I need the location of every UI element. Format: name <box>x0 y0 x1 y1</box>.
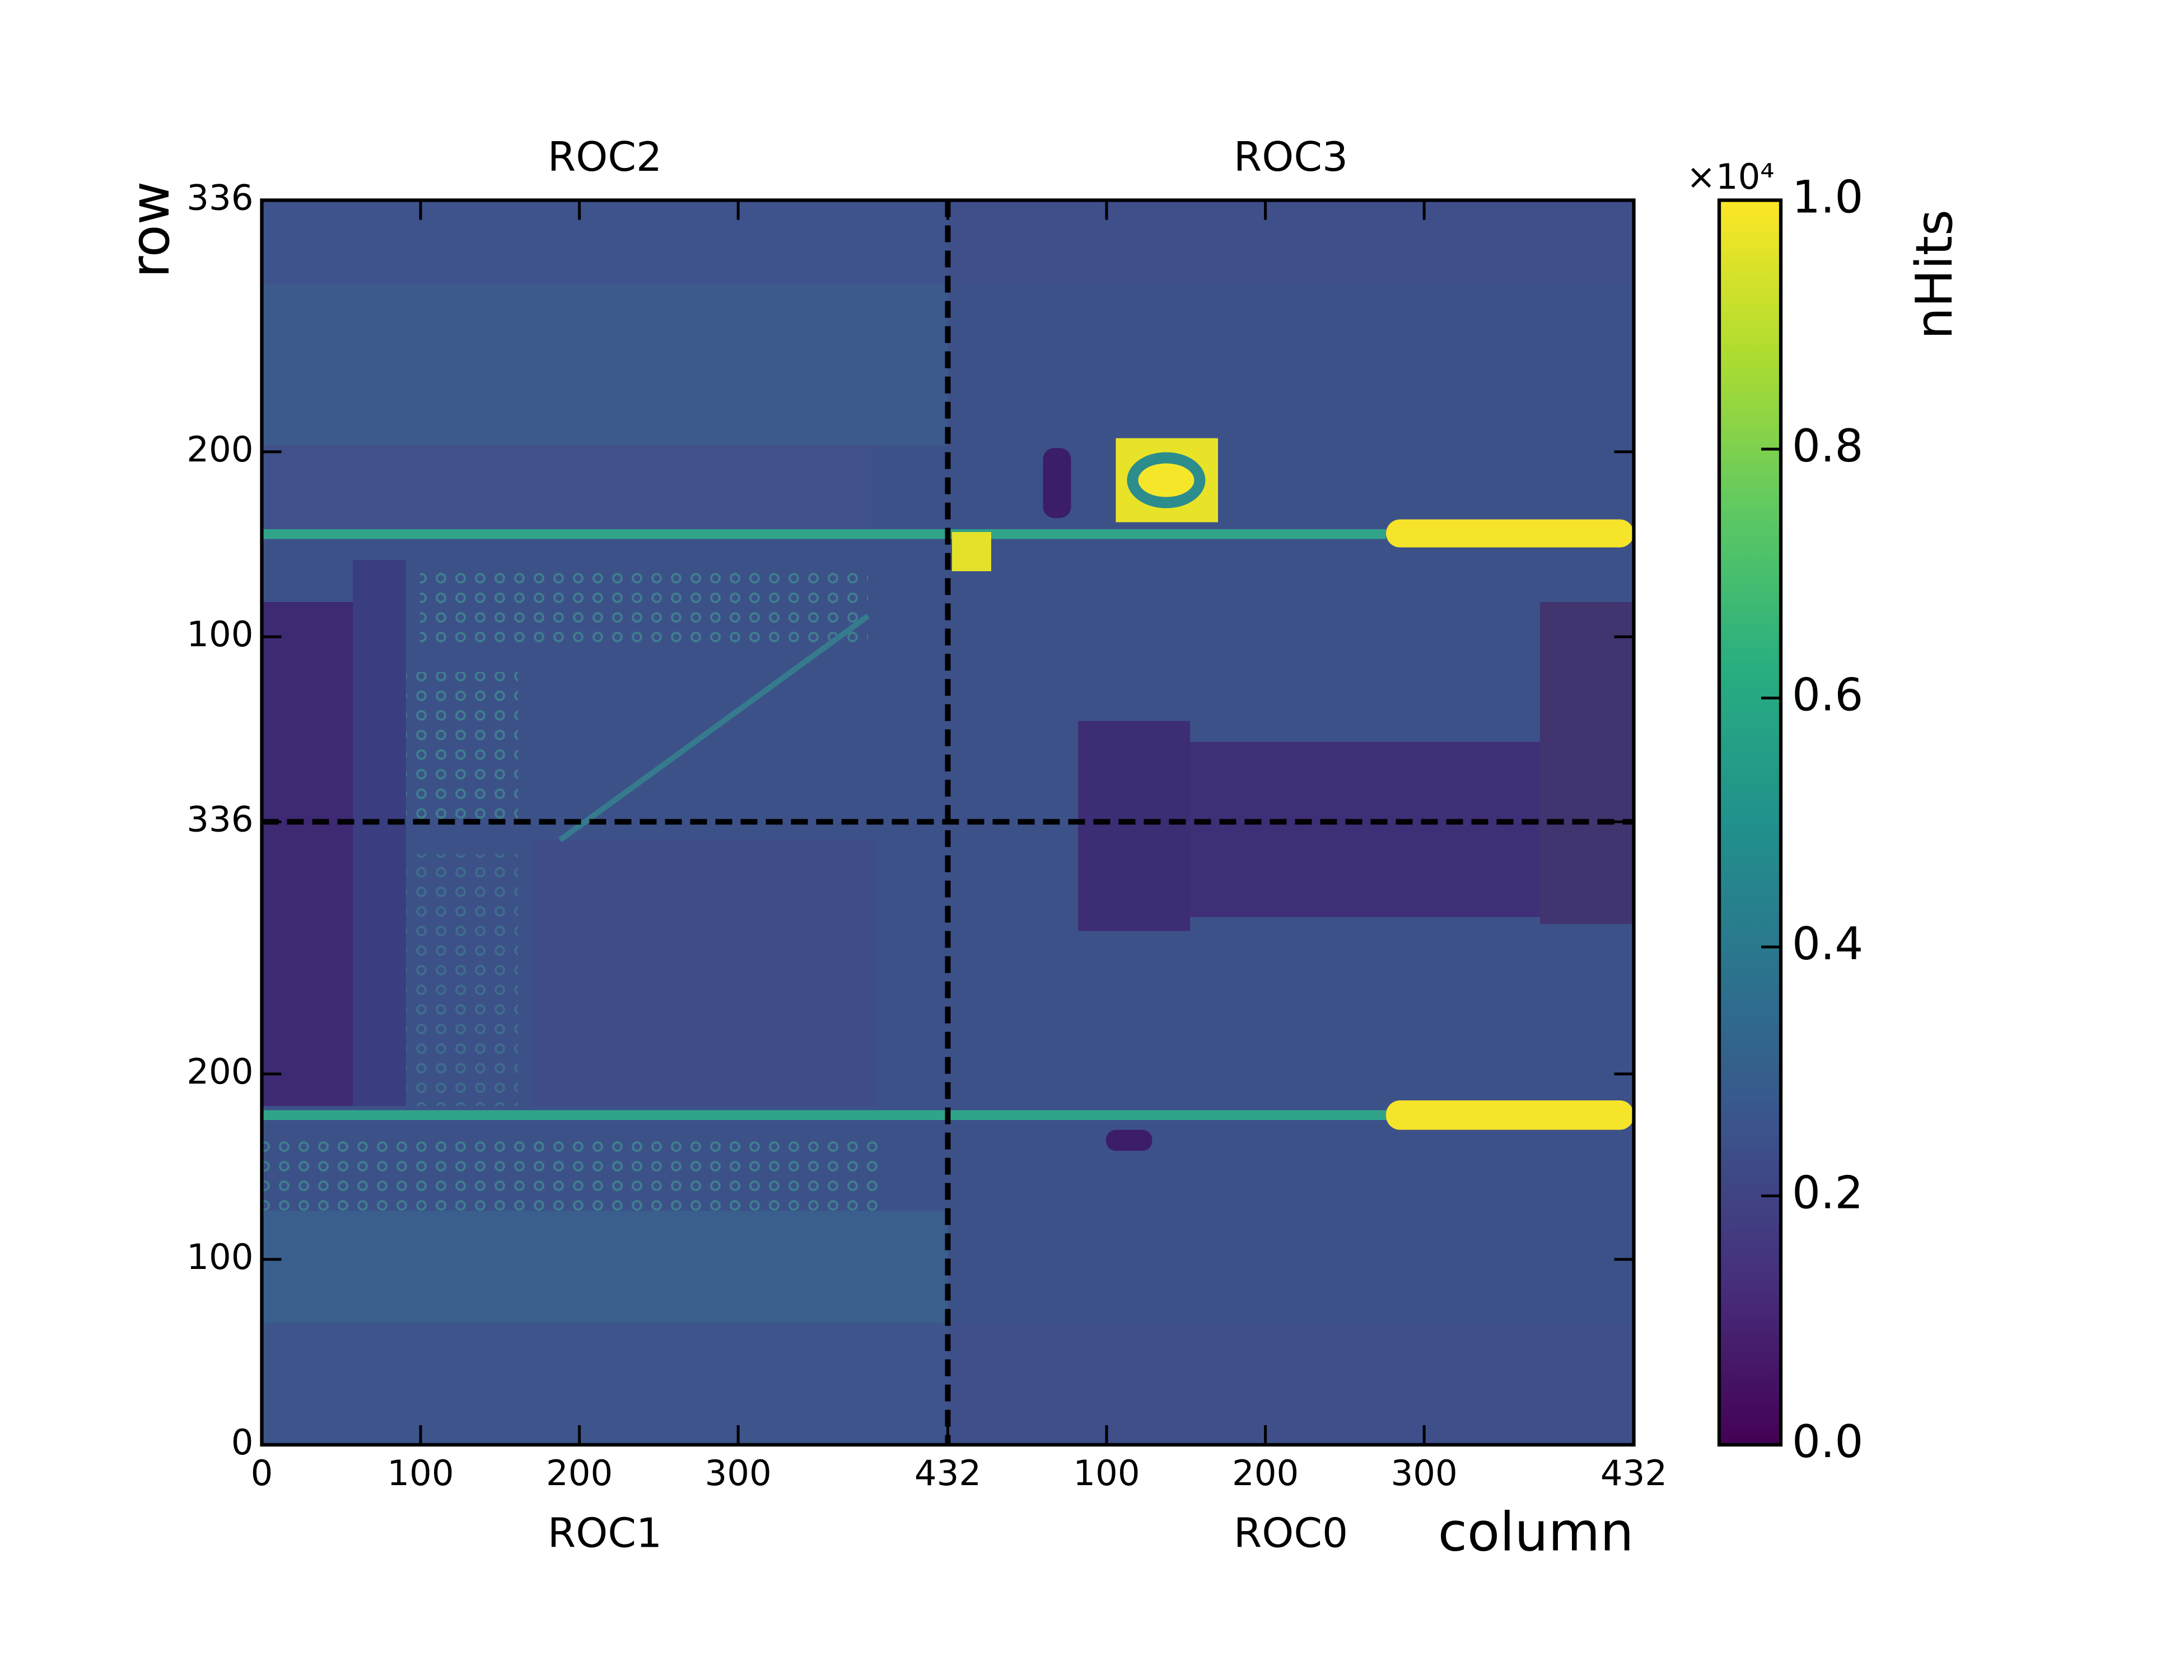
x-tick-label: 100 <box>1073 1453 1140 1494</box>
colorbar-tick-label: 0.4 <box>1792 918 1863 970</box>
colorbar <box>1717 198 1783 1447</box>
colorbar-label: nHits <box>1905 209 1964 339</box>
colorbar-tick-label: 1.0 <box>1792 171 1863 223</box>
x-tick-label: 100 <box>387 1453 454 1494</box>
y-tick-label: 200 <box>186 1051 253 1092</box>
y-tick-label: 100 <box>186 1236 253 1277</box>
x-tick-label: 432 <box>914 1453 981 1494</box>
x-tick-label: 200 <box>1232 1453 1299 1494</box>
panel-title: ROC2 <box>548 134 662 181</box>
y-tick-label: 336 <box>186 178 253 218</box>
colorbar-tick-label: 0.2 <box>1792 1166 1863 1219</box>
panel-title: ROC0 <box>1234 1510 1348 1557</box>
panel-title: ROC1 <box>548 1510 662 1557</box>
y-tick-label: 0 <box>231 1422 254 1463</box>
x-tick-label: 300 <box>705 1453 772 1494</box>
x-tick-label: 0 <box>251 1453 273 1494</box>
y-tick-label: 100 <box>186 614 253 655</box>
y-axis-label: row <box>120 181 181 278</box>
x-tick-label: 300 <box>1391 1453 1458 1494</box>
y-tick-label: 200 <box>186 429 253 470</box>
colorbar-tick-label: 0.6 <box>1792 669 1863 721</box>
panel-title: ROC3 <box>1234 134 1348 181</box>
colorbar-tick-label: 0.0 <box>1792 1416 1863 1468</box>
y-tick-label: 336 <box>186 799 253 840</box>
x-tick-label: 200 <box>546 1453 613 1494</box>
colorbar-tick-label: 0.8 <box>1792 420 1863 472</box>
heatmap <box>260 198 1636 1447</box>
x-tick-label: 432 <box>1600 1453 1667 1494</box>
x-axis-label: column <box>1438 1501 1634 1563</box>
colorbar-multiplier: ×10⁴ <box>1687 156 1775 197</box>
